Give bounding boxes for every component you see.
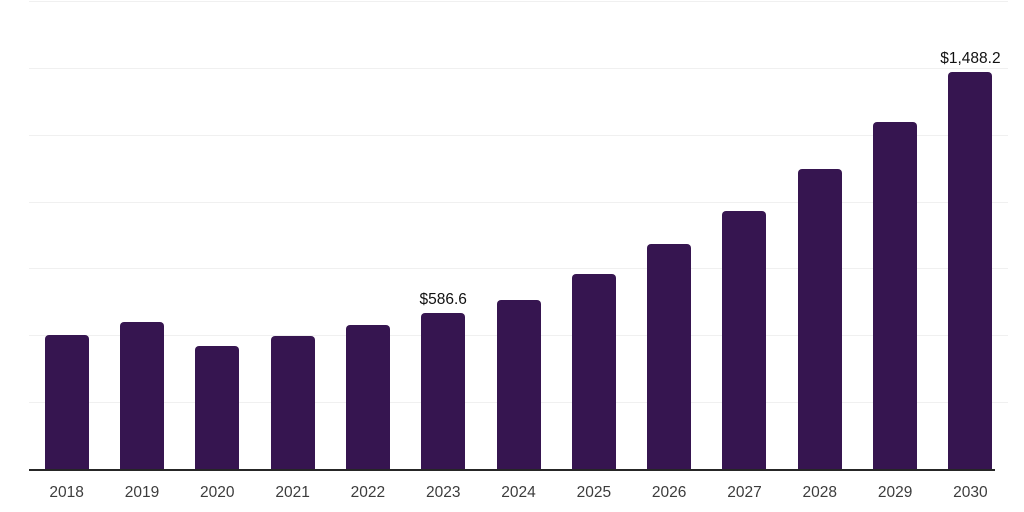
bar-2023 — [421, 313, 466, 470]
bar-slot-2021 — [255, 2, 330, 470]
bar-slot-2026 — [632, 2, 707, 470]
bar-2022 — [345, 324, 390, 470]
x-tick-label-2018: 2018 — [49, 484, 84, 501]
x-tick-label-2022: 2022 — [350, 484, 386, 501]
bar-slot-2019 — [104, 2, 179, 470]
x-tick-label-2023: 2023 — [425, 484, 461, 501]
x-axis-labels: 2018 2019 2020 2021 2022 2023 2024 2025 2026 2027… — [29, 484, 1008, 503]
x-tick-label-2021: 2021 — [275, 484, 310, 501]
bar-2029 — [873, 122, 918, 470]
x-tick-label-2027: 2027 — [727, 484, 762, 501]
bar-slot-2029 — [857, 2, 932, 470]
bar-slot-2024 — [481, 2, 556, 470]
gridline-1750 — [29, 1, 1008, 2]
x-axis-line — [29, 469, 995, 471]
bar-2021 — [270, 336, 315, 470]
bar-slot-2020 — [180, 2, 255, 470]
x-tick-label-2030: 2030 — [953, 484, 988, 501]
x-tick-label-2024: 2024 — [501, 484, 536, 501]
bar-2026 — [647, 244, 692, 470]
data-label-2023: $586.6 — [419, 290, 467, 308]
bar-slot-2025 — [556, 2, 631, 470]
bar-2025 — [571, 274, 616, 470]
bar-2030 — [948, 72, 993, 470]
bar-slot-2030: $1,488.2 — [933, 2, 1008, 470]
x-tick-label-2029: 2029 — [877, 484, 913, 501]
x-tick-label-2025: 2025 — [576, 484, 612, 501]
gridline-1250 — [29, 134, 1008, 136]
bar-2018 — [44, 335, 89, 470]
x-tick-label-2026: 2026 — [651, 484, 687, 501]
bar-2024 — [496, 300, 541, 470]
bar-slot-2023: $586.6 — [406, 2, 481, 470]
gridline-1500 — [29, 67, 1008, 69]
bar-2020 — [195, 346, 240, 470]
x-tick-label-2028: 2028 — [802, 484, 838, 501]
bar-slot-2022 — [330, 2, 405, 470]
bar-2027 — [722, 211, 767, 470]
bar-slot-2018 — [29, 2, 104, 470]
gridline-750 — [29, 268, 1008, 270]
bar-slot-2027 — [707, 2, 782, 470]
bar-2028 — [797, 169, 842, 470]
bars-container: $586.6 $1,488.2 — [29, 2, 1008, 470]
x-tick-label-2020: 2020 — [200, 484, 235, 501]
bar-2019 — [119, 322, 164, 470]
gridline-1000 — [29, 201, 1008, 203]
x-tick-label-2019: 2019 — [124, 484, 160, 501]
data-label-2030: $1,488.2 — [940, 49, 1001, 67]
bar-slot-2028 — [782, 2, 857, 470]
plot-area: $586.6 $1,488.2 — [29, 1, 1008, 471]
